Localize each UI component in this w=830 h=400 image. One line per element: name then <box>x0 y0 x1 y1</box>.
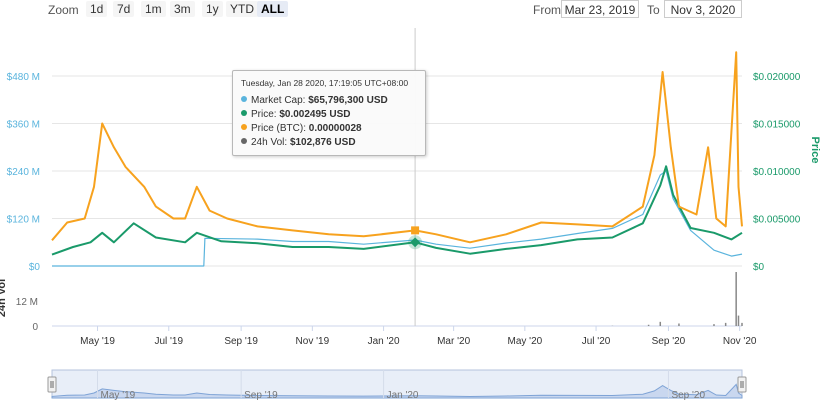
x-tick-label: Nov '20 <box>723 336 757 347</box>
zoom-button-1d[interactable]: 1d <box>86 1 108 17</box>
price-dot <box>241 110 247 116</box>
tooltip-value: $0.002495 USD <box>279 109 351 120</box>
x-tick-label: May '19 <box>80 336 115 347</box>
from-date-input[interactable]: Mar 23, 2019 <box>561 0 639 18</box>
x-tick-label: May '20 <box>507 336 542 347</box>
x-tick-label: Jul '20 <box>582 336 611 347</box>
x-tick-label: Sep '19 <box>224 336 258 347</box>
tooltip-label: 24h Vol: <box>251 137 288 148</box>
right-axis: $0 $0.005000 $0.010000 $0.015000 $0.020000 <box>753 72 801 273</box>
zoom-button-all[interactable]: ALL <box>257 1 289 17</box>
right-tick-label: $0.015000 <box>753 120 801 131</box>
left-axis: $0 $120 M $240 M $360 M $480 M <box>7 72 41 273</box>
x-tick-label: Nov '19 <box>296 336 330 347</box>
tooltip-row-market-cap: Market Cap: $65,796,300 USD <box>241 95 388 106</box>
right-tick-label: $0.020000 <box>753 72 801 83</box>
right-tick-label: $0 <box>753 262 765 273</box>
right-axis-title: Price <box>809 137 821 164</box>
x-axis: May '19 Jul '19 Sep '19 Nov '19 Jan '20 Mar '… <box>80 326 757 347</box>
tooltip-row-price: Price: $0.002495 USD <box>241 109 351 120</box>
x-tick-label: Jul '19 <box>154 336 183 347</box>
zoom-button-7d[interactable]: 7d <box>113 1 135 17</box>
x-tick-label: Mar '20 <box>437 336 470 347</box>
price-btc-hover-marker <box>411 226 420 235</box>
tooltip-value: $65,796,300 USD <box>308 95 388 106</box>
navigator[interactable]: May '19 Sep '19 Jan '20 Sep '20 <box>47 369 747 400</box>
left-tick-label: $240 M <box>7 167 40 178</box>
tooltip-value: $102,876 USD <box>289 137 356 148</box>
x-tick-label: Sep '20 <box>652 336 686 347</box>
tooltip-row-volume: 24h Vol: $102,876 USD <box>241 137 356 148</box>
tooltip-date: Tuesday, Jan 28 2020, 17:19:05 UTC+08:00 <box>241 78 409 88</box>
from-label: From <box>533 3 561 17</box>
hover-markers <box>408 226 423 250</box>
to-date-input[interactable]: Nov 3, 2020 <box>664 0 742 18</box>
zoom-toolbar: Zoom 1d 7d 1m 3m 1y YTD ALL From Mar 23,… <box>0 0 830 20</box>
navigator-right-handle <box>737 376 747 393</box>
navigator-tick-label: Jan '20 <box>387 390 419 400</box>
volume-axis-title: 24h Vol <box>0 279 8 317</box>
left-tick-label: $480 M <box>7 72 40 83</box>
navigator-series <box>51 383 743 399</box>
x-tick-label: Jan '20 <box>368 336 400 347</box>
volume-axis: 0 12 M <box>16 297 39 333</box>
navigator-tick-label: Sep '19 <box>244 390 278 400</box>
market-cap-dot <box>241 96 247 102</box>
volume-tick-label: 0 <box>32 322 38 333</box>
tooltip-row-price-btc: Price (BTC): 0.00000028 <box>241 123 362 134</box>
tooltip-label: Market Cap: <box>251 95 306 106</box>
volume-tick-label: 12 M <box>16 297 38 308</box>
zoom-label: Zoom <box>48 3 79 17</box>
zoom-button-1m[interactable]: 1m <box>141 1 166 17</box>
tooltip-label: Price: <box>251 109 277 120</box>
tooltip-value: 0.00000028 <box>308 123 362 134</box>
right-tick-label: $0.010000 <box>753 167 801 178</box>
right-tick-label: $0.005000 <box>753 215 801 226</box>
navigator-tick-label: Sep '20 <box>671 390 705 400</box>
zoom-button-1y[interactable]: 1y <box>202 1 223 17</box>
left-tick-label: $120 M <box>7 215 40 226</box>
navigator-left-handle <box>47 376 57 393</box>
left-tick-label: $0 <box>29 262 41 273</box>
tooltip-label: Price (BTC): <box>251 123 306 134</box>
zoom-button-3m[interactable]: 3m <box>170 1 195 17</box>
market-cap-line <box>52 170 743 267</box>
price-hover-marker <box>410 237 421 248</box>
zoom-button-ytd[interactable]: YTD <box>226 1 258 17</box>
navigator-tick-label: May '19 <box>101 390 136 400</box>
left-tick-label: $360 M <box>7 120 40 131</box>
price-btc-dot <box>241 124 247 130</box>
volume-dot <box>241 138 247 144</box>
to-label: To <box>647 3 660 17</box>
hover-tooltip: Tuesday, Jan 28 2020, 17:19:05 UTC+08:00… <box>232 70 426 156</box>
